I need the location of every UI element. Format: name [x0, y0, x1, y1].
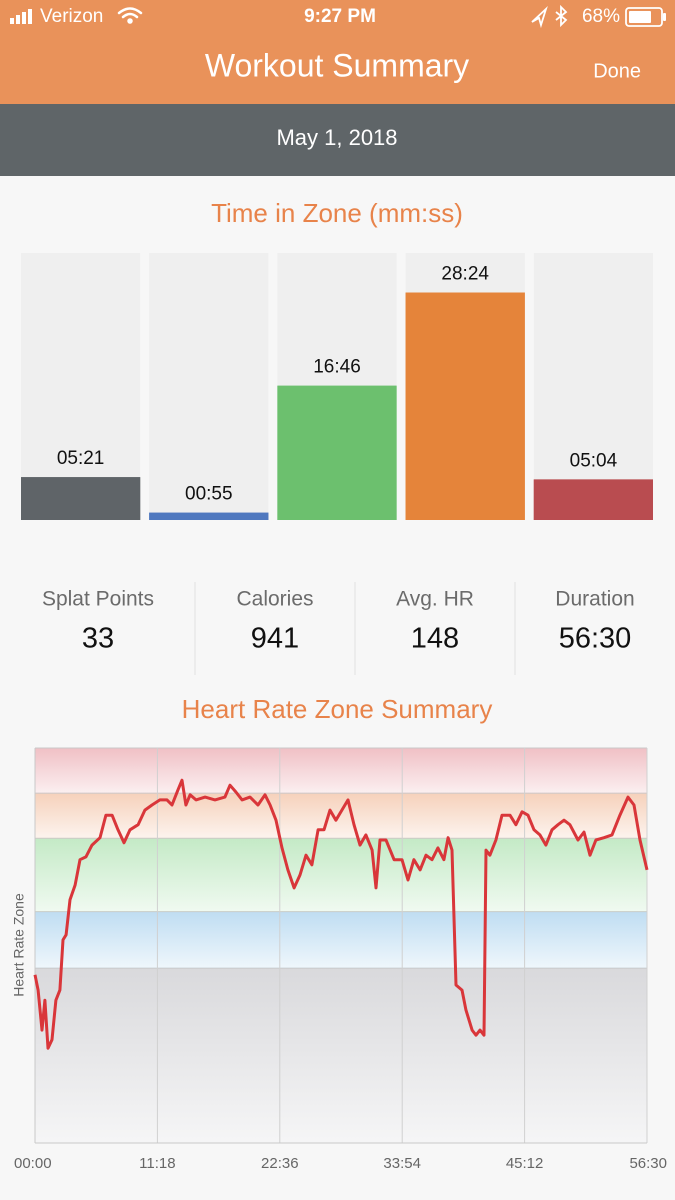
stat-label: Splat Points	[42, 588, 154, 611]
zone-band	[35, 748, 647, 794]
battery-icon	[625, 7, 666, 27]
battery-level: 68%	[582, 6, 620, 27]
stat-label: Duration	[555, 588, 634, 611]
stat-label: Avg. HR	[396, 588, 474, 611]
workout-date: May 1, 2018	[276, 125, 397, 150]
zone-band	[35, 968, 647, 1143]
bar-shade	[405, 292, 525, 520]
zone-band	[35, 793, 647, 839]
x-tick-label: 22:36	[261, 1155, 299, 1172]
wifi-icon	[117, 7, 143, 24]
x-tick-label: 11:18	[139, 1155, 175, 1172]
bar-value-label: 05:21	[57, 448, 105, 469]
x-tick-label: 45:12	[506, 1155, 544, 1172]
bar-track	[149, 253, 269, 520]
chart-title: Heart Rate Zone Summary	[182, 694, 493, 724]
y-axis-label: Heart Rate Zone	[11, 893, 27, 997]
carrier: Verizon	[40, 6, 103, 27]
x-tick-label: 00:00	[14, 1155, 52, 1172]
bluetooth-icon	[555, 4, 568, 28]
bar-shade	[533, 479, 653, 520]
location-icon	[531, 6, 548, 29]
bar-shade	[277, 385, 397, 520]
stat-dividers	[194, 582, 516, 675]
zone-band	[35, 911, 647, 969]
bar-track	[21, 253, 141, 520]
chart-title: Time in Zone (mm:ss)	[211, 198, 463, 228]
bar-value-label: 16:46	[313, 357, 361, 378]
bar-shade	[149, 512, 269, 520]
date-background	[0, 104, 675, 176]
stat-value: 33	[82, 623, 114, 655]
stat-value: 56:30	[559, 623, 632, 655]
x-tick-label: 56:30	[629, 1155, 667, 1172]
stat-label: Calories	[236, 588, 313, 611]
clock: 9:27 PM	[304, 6, 376, 27]
nav-title: Workout Summary	[205, 47, 469, 83]
signal-icon	[10, 9, 32, 24]
stat-value: 148	[411, 623, 459, 655]
done-button[interactable]: Done	[593, 60, 641, 82]
bar-value-label: 28:24	[441, 264, 489, 285]
bar-value-label: 05:04	[570, 450, 618, 471]
bar-value-label: 00:55	[185, 484, 233, 505]
x-tick-label: 33:54	[383, 1155, 421, 1172]
bar-track	[533, 253, 653, 520]
bar-shade	[21, 477, 141, 520]
stat-value: 941	[251, 623, 299, 655]
zone-band	[35, 838, 647, 912]
heart-rate-line	[33, 778, 649, 1050]
